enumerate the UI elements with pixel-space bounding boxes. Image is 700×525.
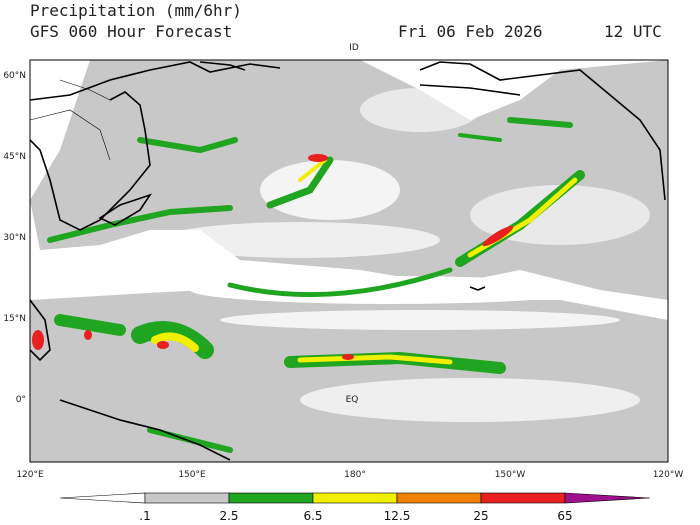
lat-label: 60°N <box>3 71 26 81</box>
colorbar-label: 25 <box>473 509 488 523</box>
coastline <box>30 61 666 461</box>
lat-label: 30°N <box>3 233 26 243</box>
precip-field <box>30 60 668 462</box>
lon-label: 120°E <box>16 470 44 480</box>
lon-label: 180° <box>344 470 366 480</box>
place-label: EQ <box>346 395 359 405</box>
colorbar-label: .1 <box>139 509 150 523</box>
place-label: ID <box>349 43 359 53</box>
lat-label: 15°N <box>3 314 26 324</box>
colorbar-label: 2.5 <box>219 509 238 523</box>
colorbar-label: 12.5 <box>384 509 411 523</box>
date: Fri 06 Feb 2026 <box>398 22 543 41</box>
lat-label: 0° <box>16 395 26 405</box>
colorbar-label: 65 <box>557 509 572 523</box>
map-frame <box>29 59 669 463</box>
lon-label: 150°W <box>495 470 526 480</box>
colorbar-label: 6.5 <box>303 509 322 523</box>
subtitle: GFS 060 Hour Forecast <box>30 22 232 41</box>
time: 12 UTC <box>604 22 662 41</box>
lon-label: 120°W <box>653 470 684 480</box>
title: Precipitation (mm/6hr) <box>30 1 242 20</box>
lat-label: 45°N <box>3 152 26 162</box>
colorbar <box>59 492 651 504</box>
lon-label: 150°E <box>178 470 206 480</box>
